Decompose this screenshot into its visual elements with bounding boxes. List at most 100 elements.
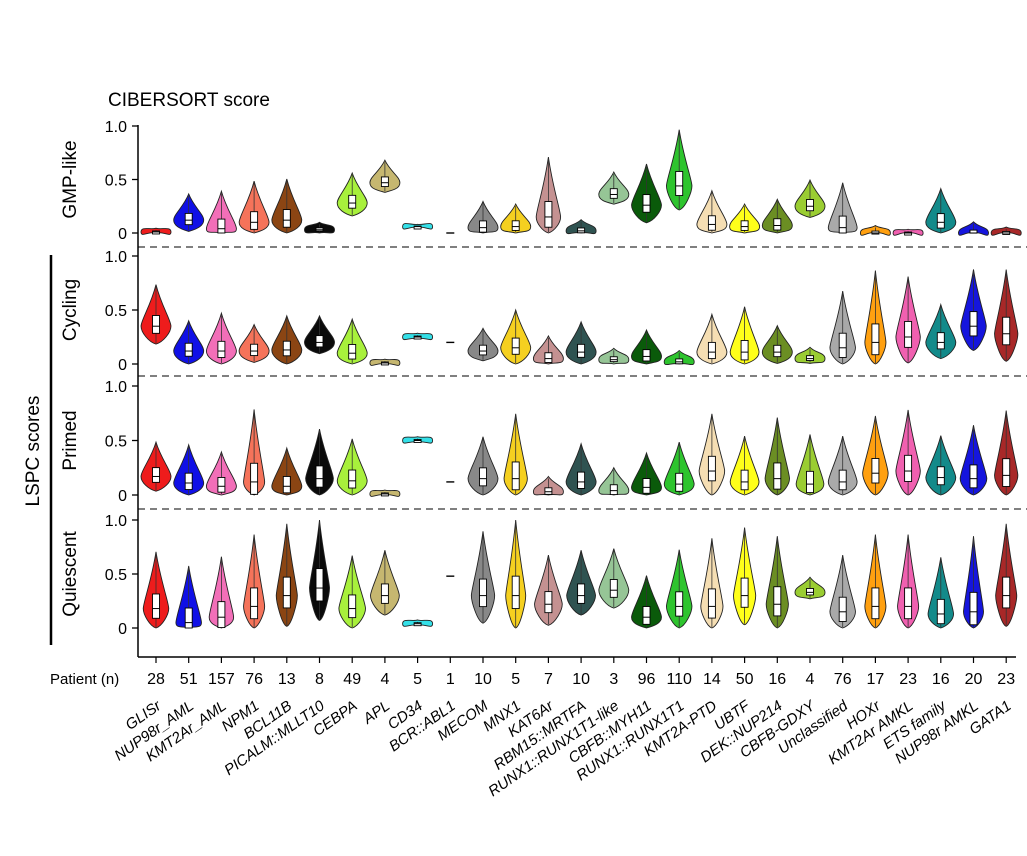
violin-box xyxy=(642,606,651,625)
violin-box xyxy=(184,607,193,629)
lspc-group-label: LSPC scores xyxy=(23,396,44,507)
violin-box xyxy=(184,212,193,226)
y-tick-label: 0.5 xyxy=(105,303,127,320)
y-tick-label: 1.0 xyxy=(105,249,127,266)
violin-box xyxy=(936,466,945,486)
violin-box xyxy=(217,218,226,234)
patient-n-value: 157 xyxy=(208,671,235,688)
y-tick-label: 0 xyxy=(118,357,127,374)
violin-box xyxy=(675,171,684,197)
violin-box xyxy=(969,591,978,626)
violin-box xyxy=(282,340,291,357)
violin-box xyxy=(773,586,782,617)
violin-box xyxy=(740,469,749,491)
violin-box xyxy=(838,332,847,358)
violin-box xyxy=(348,194,357,209)
violin-box xyxy=(380,176,389,188)
violin-box xyxy=(707,455,716,482)
patient-n-value: 23 xyxy=(997,671,1015,688)
patient-n-value: 28 xyxy=(147,671,165,688)
violin-box xyxy=(217,340,226,358)
violin-box xyxy=(707,215,716,231)
violin-box xyxy=(184,342,193,357)
violin-box xyxy=(838,596,847,622)
violin-box xyxy=(642,478,651,494)
violin-box xyxy=(413,439,422,443)
y-tick-label: 1.0 xyxy=(105,379,127,396)
violin-box xyxy=(511,220,520,231)
y-tick-label: 1.0 xyxy=(105,119,127,136)
violin-box xyxy=(413,622,422,627)
violin-box xyxy=(642,349,651,362)
violin-box xyxy=(348,344,357,360)
violin-box xyxy=(152,230,160,235)
violin-box xyxy=(380,492,389,497)
violin-box xyxy=(544,591,553,614)
patient-n-value: 23 xyxy=(899,671,917,688)
patient-n-value: 16 xyxy=(932,671,950,688)
patient-n-value: 5 xyxy=(511,671,520,688)
violin-box xyxy=(544,201,553,228)
violin-box xyxy=(675,472,684,492)
violin-box xyxy=(479,578,487,608)
y-tick-label: 0 xyxy=(118,488,127,505)
violin-box xyxy=(282,476,291,494)
violin-box xyxy=(936,332,945,350)
patient-n-value: 3 xyxy=(609,671,618,688)
violin-box xyxy=(642,194,651,213)
violin-box xyxy=(544,487,553,495)
violin-box xyxy=(740,220,749,231)
y-tick-label: 0 xyxy=(118,621,127,638)
violin-box xyxy=(282,576,291,609)
violin-box xyxy=(806,588,814,596)
violin-box xyxy=(380,361,389,366)
violin-box xyxy=(152,593,160,619)
patient-n-value: 17 xyxy=(867,671,885,688)
patient-n-value: 1 xyxy=(446,671,455,688)
violin-box xyxy=(315,465,324,488)
y-tick-label: 1.0 xyxy=(105,513,127,530)
violin-box xyxy=(740,577,749,608)
violin-box xyxy=(609,579,618,598)
violin-box xyxy=(250,211,259,230)
violin-box xyxy=(511,461,520,491)
violin-box xyxy=(544,352,553,363)
patient-n-value: 8 xyxy=(315,671,324,688)
patient-n-value: 20 xyxy=(965,671,983,688)
patient-n-value: 4 xyxy=(806,671,815,688)
violin-box xyxy=(577,343,586,358)
violin-box xyxy=(969,311,978,337)
violin-box xyxy=(282,209,291,228)
violin-box xyxy=(250,462,259,495)
patient-n-label: Patient (n) xyxy=(50,671,119,688)
panel-label-cycling: Cycling xyxy=(60,279,81,341)
patient-n-value: 49 xyxy=(343,671,361,688)
violin-box xyxy=(413,335,422,340)
panel-label-gmp-like: GMP-like xyxy=(60,140,81,218)
violin-box xyxy=(315,568,324,602)
violin-box xyxy=(969,464,978,489)
patient-n-value: 50 xyxy=(736,671,754,688)
patient-label-text: Patient (n) xyxy=(50,671,119,688)
violin-box xyxy=(577,583,586,604)
violin-box xyxy=(152,315,160,334)
patient-n-value: 5 xyxy=(413,671,422,688)
violin-box xyxy=(413,225,422,230)
violin-box xyxy=(871,323,880,356)
violin-box xyxy=(871,458,880,484)
violin-box xyxy=(1002,576,1011,609)
violin-box xyxy=(609,188,618,199)
violin-box xyxy=(511,575,520,610)
violin-box xyxy=(1002,458,1011,487)
violin-box xyxy=(707,341,716,360)
violin-box xyxy=(577,471,586,489)
violin-box xyxy=(1002,316,1011,346)
violin-box xyxy=(250,343,259,357)
patient-n-value: 13 xyxy=(278,671,296,688)
violin-box xyxy=(217,477,226,493)
patient-n-value: 10 xyxy=(474,671,492,688)
panel-label-quiescent: Quiescent xyxy=(60,531,81,617)
violin-box xyxy=(773,218,782,231)
